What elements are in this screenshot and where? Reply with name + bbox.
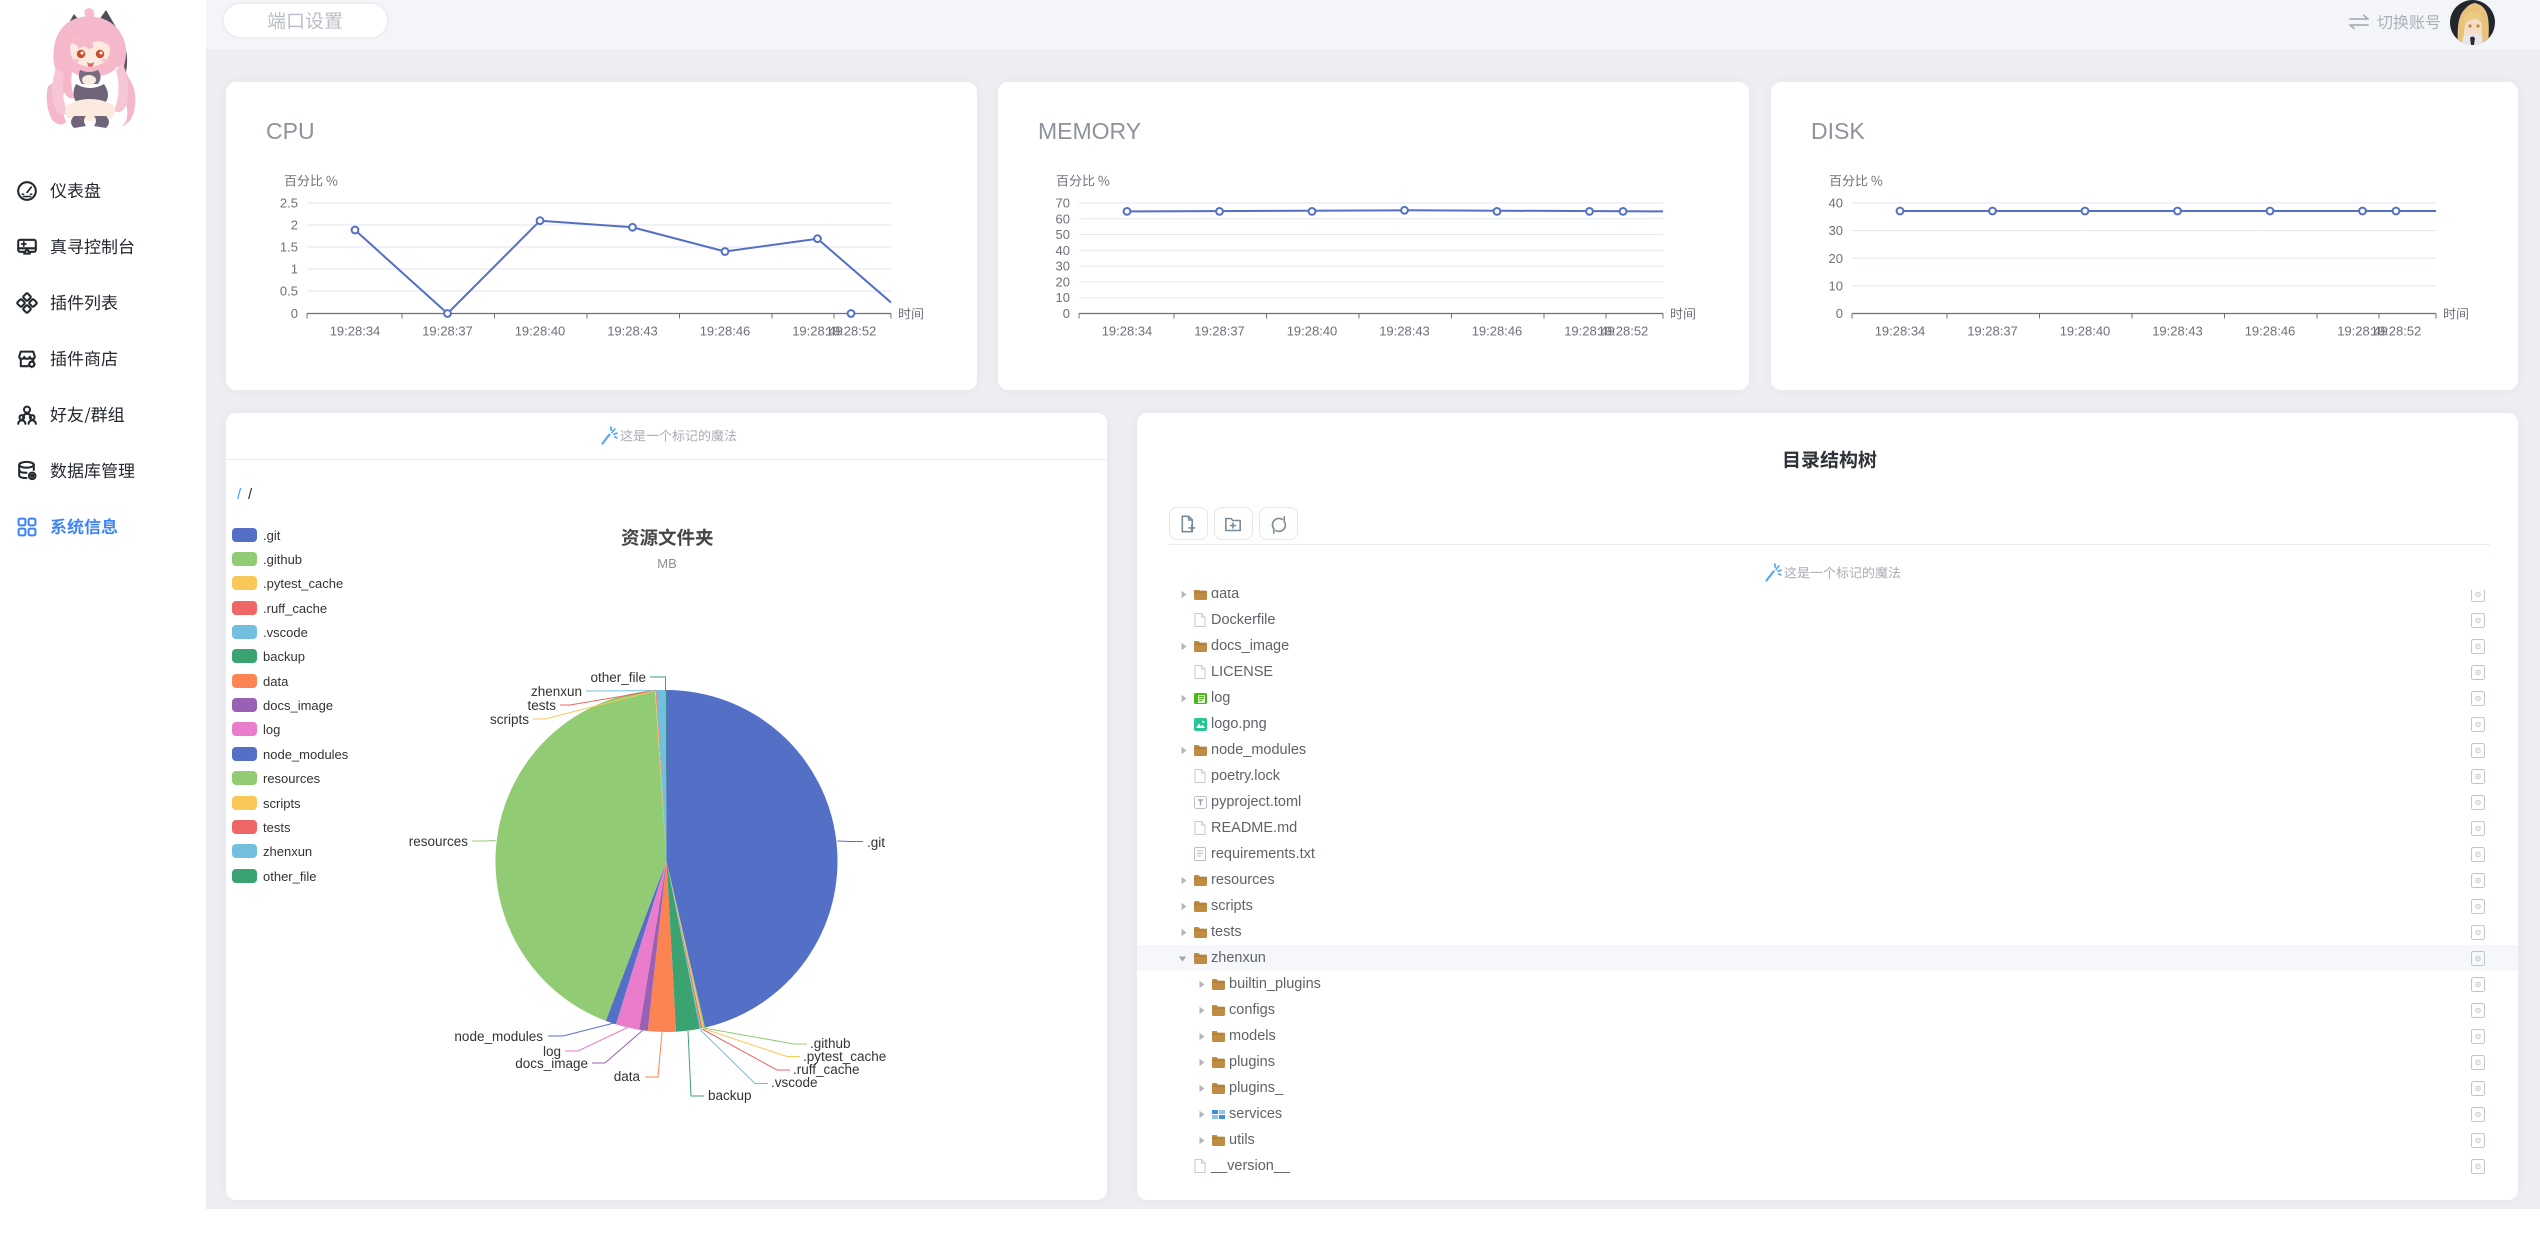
- svg-text:70: 70: [1056, 196, 1070, 211]
- svg-text:19:28:40: 19:28:40: [1287, 324, 1338, 339]
- svg-text:19:28:49: 19:28:49: [1564, 324, 1615, 339]
- svg-text:19:28:37: 19:28:37: [1194, 324, 1245, 339]
- svg-text:1.5: 1.5: [280, 240, 298, 255]
- svg-text:19:28:46: 19:28:46: [1472, 324, 1523, 339]
- svg-text:0.5: 0.5: [280, 284, 298, 299]
- svg-text:19:28:37: 19:28:37: [422, 324, 473, 339]
- svg-text:2: 2: [291, 218, 298, 233]
- svg-text:tests: tests: [527, 698, 556, 713]
- svg-text:19:28:43: 19:28:43: [607, 324, 658, 339]
- svg-text:30: 30: [1829, 223, 1843, 238]
- svg-text:MEMORY: MEMORY: [1038, 118, 1141, 144]
- svg-text:19:28:52: 19:28:52: [1598, 324, 1649, 339]
- svg-text:resources: resources: [409, 834, 469, 849]
- svg-text:20: 20: [1829, 251, 1843, 266]
- svg-text:19:28:52: 19:28:52: [2371, 324, 2422, 339]
- svg-text:.github: .github: [810, 1036, 851, 1051]
- svg-text:0: 0: [291, 306, 298, 321]
- svg-text:10: 10: [1829, 278, 1843, 293]
- svg-text:19:28:49: 19:28:49: [2337, 324, 2388, 339]
- svg-text:DISK: DISK: [1811, 118, 1865, 144]
- svg-text:20: 20: [1056, 274, 1070, 289]
- svg-text:60: 60: [1056, 211, 1070, 226]
- svg-text:backup: backup: [708, 1088, 752, 1103]
- svg-text:zhenxun: zhenxun: [531, 684, 582, 699]
- svg-text:19:28:49: 19:28:49: [792, 324, 843, 339]
- svg-text:scripts: scripts: [490, 712, 529, 727]
- svg-text:log: log: [543, 1044, 561, 1059]
- svg-text:.vscode: .vscode: [771, 1075, 818, 1090]
- svg-text:CPU: CPU: [266, 118, 315, 144]
- svg-text:.pytest_cache: .pytest_cache: [803, 1049, 886, 1064]
- svg-text:19:28:46: 19:28:46: [2245, 324, 2296, 339]
- svg-text:10: 10: [1056, 290, 1070, 305]
- svg-text:node_modules: node_modules: [454, 1029, 543, 1044]
- svg-text:19:28:34: 19:28:34: [1102, 324, 1153, 339]
- svg-text:2.5: 2.5: [280, 196, 298, 211]
- svg-text:0: 0: [1063, 306, 1070, 321]
- svg-text:data: data: [614, 1069, 641, 1084]
- svg-text:19:28:46: 19:28:46: [700, 324, 751, 339]
- svg-text:30: 30: [1056, 259, 1070, 274]
- svg-text:docs_image: docs_image: [515, 1056, 588, 1071]
- svg-text:19:28:40: 19:28:40: [2060, 324, 2111, 339]
- svg-text:other_file: other_file: [590, 670, 646, 685]
- svg-text:19:28:37: 19:28:37: [1967, 324, 2018, 339]
- svg-text:1: 1: [291, 262, 298, 277]
- svg-text:19:28:43: 19:28:43: [1379, 324, 1430, 339]
- svg-text:40: 40: [1056, 243, 1070, 258]
- svg-text:19:28:34: 19:28:34: [330, 324, 381, 339]
- svg-text:40: 40: [1829, 196, 1843, 211]
- svg-text:50: 50: [1056, 227, 1070, 242]
- svg-text:19:28:40: 19:28:40: [515, 324, 566, 339]
- svg-text:19:28:52: 19:28:52: [826, 324, 877, 339]
- svg-text:.git: .git: [867, 835, 885, 850]
- svg-text:19:28:43: 19:28:43: [2152, 324, 2203, 339]
- svg-text:0: 0: [1836, 306, 1843, 321]
- svg-text:19:28:34: 19:28:34: [1875, 324, 1926, 339]
- svg-text:.ruff_cache: .ruff_cache: [793, 1062, 860, 1077]
